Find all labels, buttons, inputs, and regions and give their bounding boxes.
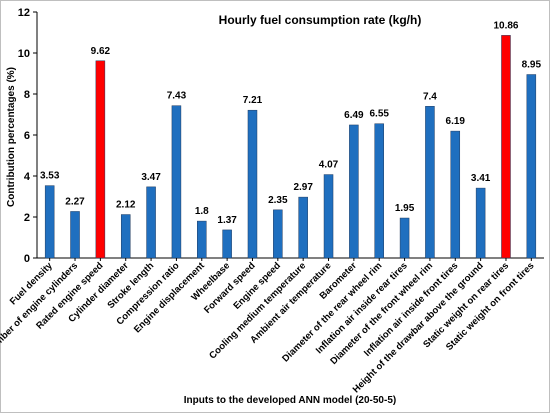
- y-tick-label: 10: [18, 48, 30, 60]
- y-axis-label: Contribution percentages (%): [6, 67, 17, 207]
- bar: [171, 105, 182, 259]
- bar: [298, 196, 308, 259]
- value-label: 10.86: [493, 20, 518, 31]
- bar: [526, 74, 537, 259]
- value-label: 2.35: [268, 195, 288, 206]
- x-axis-label: Inputs to the developed ANN model (20-50…: [184, 395, 396, 406]
- value-label: 3.41: [471, 173, 491, 184]
- value-label: 9.62: [91, 46, 111, 57]
- y-tick-label: 12: [18, 7, 30, 19]
- value-label: 2.97: [293, 182, 313, 193]
- value-label: 1.37: [217, 215, 237, 226]
- chart-title: Hourly fuel consumption rate (kg/h): [219, 13, 422, 27]
- bar: [120, 214, 131, 259]
- value-label: 3.47: [141, 172, 161, 183]
- y-tick-label: 2: [24, 212, 30, 224]
- value-label: 7.21: [243, 95, 263, 106]
- bar: [323, 174, 334, 259]
- value-label: 2.27: [65, 196, 85, 207]
- value-label: 6.49: [344, 110, 364, 121]
- bar: [425, 106, 435, 259]
- value-label: 6.55: [369, 109, 389, 120]
- value-label: 3.53: [40, 171, 60, 182]
- bar: [197, 220, 207, 259]
- value-label: 2.12: [116, 200, 136, 211]
- bar: [349, 124, 359, 259]
- value-label: 6.19: [446, 116, 466, 127]
- bar: [475, 187, 486, 259]
- bar: [70, 211, 80, 259]
- value-label: 8.95: [522, 60, 542, 71]
- value-label: 4.07: [319, 160, 339, 171]
- bar: [399, 217, 410, 259]
- value-label: 7.4: [423, 91, 437, 102]
- bar: [222, 229, 232, 259]
- y-tick-label: 8: [24, 89, 30, 101]
- y-tick-label: 6: [24, 130, 30, 142]
- bar: [146, 186, 156, 259]
- bar: [273, 209, 283, 259]
- value-label: 1.8: [195, 206, 209, 217]
- bar: [247, 109, 258, 259]
- bar: [450, 130, 461, 259]
- value-label: 1.95: [395, 203, 415, 214]
- bar: [374, 123, 384, 259]
- y-tick-label: 4: [24, 171, 31, 183]
- bar: [501, 35, 511, 259]
- value-label: 7.43: [167, 91, 187, 102]
- y-tick-label: 0: [24, 253, 30, 265]
- bar: [95, 60, 106, 259]
- bar: [44, 185, 55, 259]
